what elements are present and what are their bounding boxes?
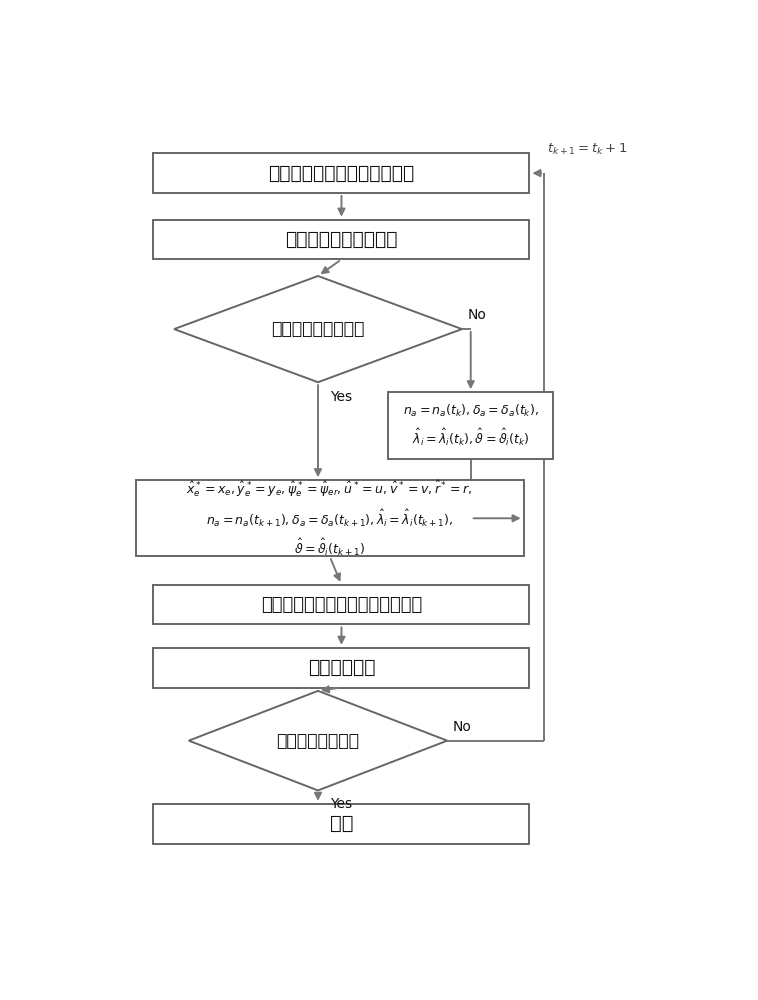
- FancyBboxPatch shape: [153, 648, 529, 688]
- Text: 结束: 结束: [330, 814, 353, 833]
- Text: 传感器获取船舶当前状态信息: 传感器获取船舶当前状态信息: [268, 164, 415, 183]
- FancyBboxPatch shape: [136, 480, 524, 556]
- Text: $\hat{x}_e^*=x_e,\hat{y}_e^*=y_e,\hat{\psi}_e^*=\hat{\psi}_{er},\hat{u}^*=u,\hat: $\hat{x}_e^*=x_e,\hat{y}_e^*=y_e,\hat{\p…: [186, 478, 473, 558]
- Text: 含有故障模型的船舶执行伺服系统: 含有故障模型的船舶执行伺服系统: [261, 596, 422, 614]
- Text: $t_{k+1}=t_k+1$: $t_{k+1}=t_k+1$: [547, 141, 628, 157]
- Text: Yes: Yes: [330, 390, 352, 404]
- Text: No: No: [468, 308, 487, 322]
- FancyBboxPatch shape: [153, 804, 529, 844]
- Text: Yes: Yes: [330, 797, 352, 811]
- Polygon shape: [174, 276, 462, 382]
- FancyBboxPatch shape: [153, 220, 529, 259]
- Text: 是否达到目的地？: 是否达到目的地？: [277, 732, 359, 750]
- Text: $n_a=n_a(t_k),\delta_a=\delta_a(t_k),$
$\hat{\lambda}_i=\hat{\lambda}_i(t_k),\ha: $n_a=n_a(t_k),\delta_a=\delta_a(t_k),$ $…: [402, 402, 539, 448]
- FancyBboxPatch shape: [389, 392, 553, 459]
- Text: 是否满足触发条件？: 是否满足触发条件？: [271, 320, 365, 338]
- Polygon shape: [189, 691, 447, 790]
- Text: 进入路径跟踪控制回路: 进入路径跟踪控制回路: [285, 230, 398, 249]
- Text: No: No: [453, 720, 472, 734]
- Text: 船舶自动航行: 船舶自动航行: [308, 658, 375, 677]
- FancyBboxPatch shape: [153, 585, 529, 624]
- FancyBboxPatch shape: [153, 153, 529, 193]
